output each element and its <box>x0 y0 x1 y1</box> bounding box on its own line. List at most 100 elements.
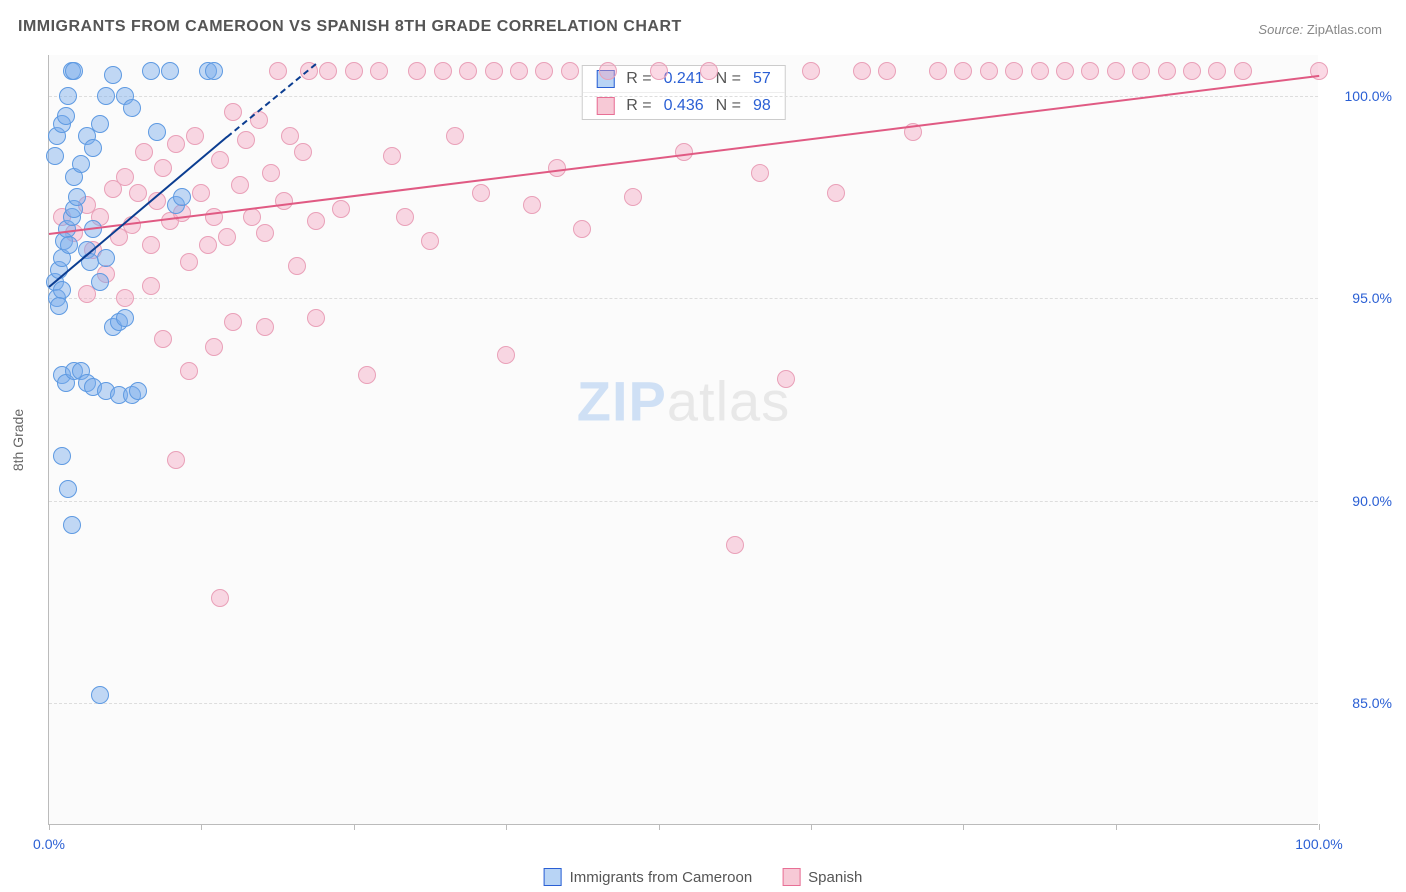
data-point-series2 <box>700 62 718 80</box>
data-point-series2 <box>218 228 236 246</box>
gridline <box>49 703 1318 704</box>
data-point-series2 <box>510 62 528 80</box>
data-point-series2 <box>853 62 871 80</box>
data-point-series2 <box>256 224 274 242</box>
data-point-series1 <box>46 147 64 165</box>
data-point-series2 <box>751 164 769 182</box>
x-tick-mark <box>963 824 964 830</box>
x-tick-mark <box>506 824 507 830</box>
data-point-series2 <box>275 192 293 210</box>
x-tick-label: 100.0% <box>1295 836 1342 852</box>
data-point-series1 <box>59 480 77 498</box>
data-point-series2 <box>167 135 185 153</box>
y-tick-label: 100.0% <box>1328 88 1392 104</box>
data-point-series2 <box>142 236 160 254</box>
data-point-series2 <box>726 536 744 554</box>
data-point-series2 <box>167 451 185 469</box>
data-point-series2 <box>777 370 795 388</box>
data-point-series2 <box>561 62 579 80</box>
data-point-series1 <box>129 382 147 400</box>
legend: Immigrants from Cameroon Spanish <box>544 868 863 886</box>
data-point-series1 <box>84 139 102 157</box>
data-point-series2 <box>827 184 845 202</box>
legend-item-series2: Spanish <box>782 868 862 886</box>
data-point-series2 <box>154 159 172 177</box>
chart-area: ZIPatlas R = 0.241 N = 57 R = 0.436 N = … <box>48 55 1318 825</box>
data-point-series1 <box>57 107 75 125</box>
swatch-series2 <box>596 97 614 115</box>
data-point-series2 <box>1183 62 1201 80</box>
data-point-series2 <box>1208 62 1226 80</box>
stat-n-label: N = <box>716 70 741 88</box>
data-point-series2 <box>1158 62 1176 80</box>
data-point-series2 <box>878 62 896 80</box>
data-point-series2 <box>383 147 401 165</box>
data-point-series2 <box>231 176 249 194</box>
data-point-series2 <box>199 236 217 254</box>
watermark-right: atlas <box>667 370 790 433</box>
source-credit: Source: ZipAtlas.com <box>1258 22 1382 37</box>
data-point-series2 <box>262 164 280 182</box>
data-point-series2 <box>116 168 134 186</box>
data-point-series1 <box>72 155 90 173</box>
data-point-series2 <box>1031 62 1049 80</box>
data-point-series2 <box>434 62 452 80</box>
stat-r-series2: 0.436 <box>664 97 704 115</box>
data-point-series1 <box>148 123 166 141</box>
x-tick-mark <box>811 824 812 830</box>
data-point-series1 <box>60 236 78 254</box>
data-point-series1 <box>53 447 71 465</box>
data-point-series2 <box>1005 62 1023 80</box>
data-point-series2 <box>408 62 426 80</box>
data-point-series2 <box>129 184 147 202</box>
data-point-series2 <box>243 208 261 226</box>
data-point-series1 <box>91 273 109 291</box>
data-point-series2 <box>211 589 229 607</box>
data-point-series2 <box>929 62 947 80</box>
data-point-series1 <box>65 62 83 80</box>
data-point-series2 <box>1234 62 1252 80</box>
data-point-series2 <box>288 257 306 275</box>
chart-title: IMMIGRANTS FROM CAMEROON VS SPANISH 8TH … <box>18 18 682 36</box>
gridline <box>49 96 1318 97</box>
data-point-series2 <box>421 232 439 250</box>
data-point-series2 <box>224 313 242 331</box>
data-point-series2 <box>135 143 153 161</box>
data-point-series2 <box>1132 62 1150 80</box>
data-point-series1 <box>91 686 109 704</box>
y-axis-label: 8th Grade <box>10 409 26 471</box>
data-point-series2 <box>307 212 325 230</box>
data-point-series2 <box>446 127 464 145</box>
data-point-series1 <box>161 62 179 80</box>
legend-swatch-series1 <box>544 868 562 886</box>
stat-r-series1: 0.241 <box>664 70 704 88</box>
data-point-series2 <box>205 338 223 356</box>
data-point-series2 <box>980 62 998 80</box>
data-point-series2 <box>116 289 134 307</box>
data-point-series1 <box>68 188 86 206</box>
data-point-series1 <box>53 281 71 299</box>
x-tick-mark <box>201 824 202 830</box>
x-tick-label: 0.0% <box>33 836 65 852</box>
stat-n-series2: 98 <box>753 97 771 115</box>
x-tick-mark <box>659 824 660 830</box>
data-point-series2 <box>307 309 325 327</box>
x-tick-mark <box>354 824 355 830</box>
data-point-series2 <box>332 200 350 218</box>
data-point-series2 <box>802 62 820 80</box>
data-point-series2 <box>573 220 591 238</box>
data-point-series1 <box>116 309 134 327</box>
data-point-series2 <box>281 127 299 145</box>
data-point-series2 <box>211 151 229 169</box>
stat-n-series1: 57 <box>753 70 771 88</box>
data-point-series2 <box>224 103 242 121</box>
y-tick-label: 95.0% <box>1328 290 1392 306</box>
data-point-series1 <box>97 249 115 267</box>
y-tick-label: 90.0% <box>1328 493 1392 509</box>
data-point-series1 <box>205 62 223 80</box>
data-point-series2 <box>497 346 515 364</box>
data-point-series2 <box>180 253 198 271</box>
gridline <box>49 298 1318 299</box>
data-point-series2 <box>345 62 363 80</box>
data-point-series2 <box>294 143 312 161</box>
